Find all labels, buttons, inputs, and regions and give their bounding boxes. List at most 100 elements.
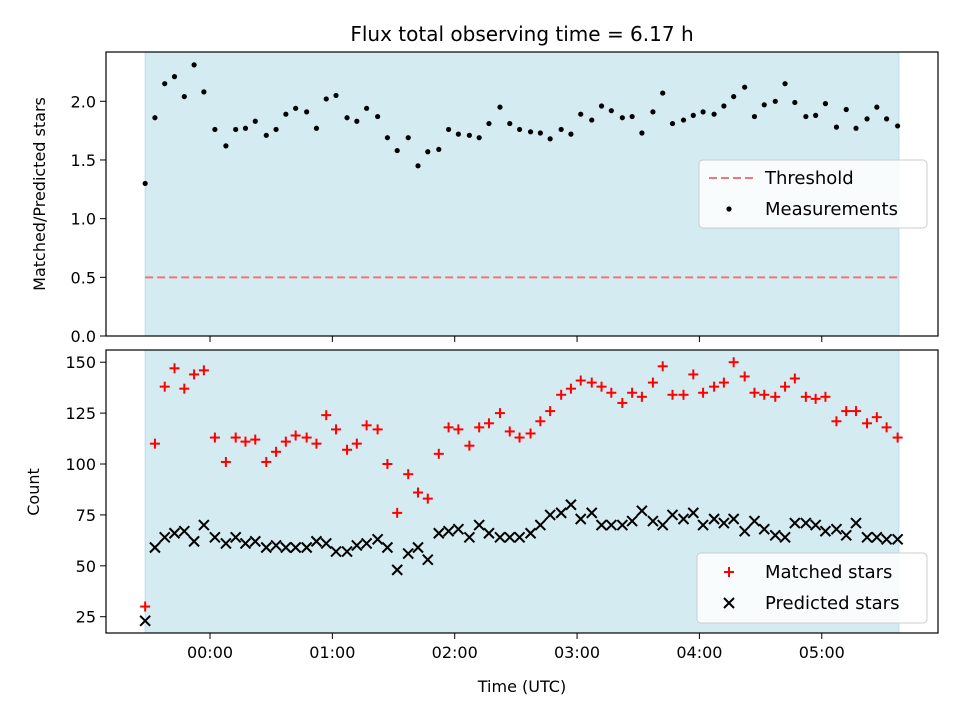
matched-star-point [392,507,403,518]
measurement-point [445,126,452,133]
matched-star-point [871,412,882,423]
top-y-tick-label: 0.0 [71,327,96,346]
matched-star-point [565,383,576,394]
bottom-legend: Matched stars Predicted stars [696,552,928,624]
matched-star-point [179,383,190,394]
predicted-star-point [209,531,221,544]
measurement-point [304,109,310,115]
matched-star-point [525,428,536,439]
x-tick-label: 03:00 [554,643,600,662]
predicted-star-point [351,539,363,552]
predicted-star-point [320,537,332,550]
matched-star-point [718,377,729,388]
predicted-star-point [575,513,587,525]
measurement-point [598,103,605,109]
measurement-point [486,120,492,127]
matched-star-point [443,422,454,433]
predicted-star-point [555,507,567,519]
top-panel: Matched/Predicted stars 0.0 0.5 1.0 1.5 2.0 [30,51,939,346]
matched-star-point [372,424,383,435]
matched-star-point [159,381,170,392]
matched-star-point [739,371,750,382]
x-tick-label: 05:00 [799,643,845,662]
measurement-point [792,99,798,106]
predicted-star-point [198,519,210,531]
matched-star-point [271,446,282,457]
matched-star-point [820,391,831,402]
measurement-point [455,131,461,137]
matched-star-point [453,424,464,435]
matched-star-point [433,448,444,459]
predicted-star-point [442,525,455,537]
bottom-y-tick-label: 125 [65,404,96,423]
predicted-star-point [289,541,302,554]
matched-star-point [321,410,332,421]
measurement-point [375,113,381,120]
matched-star-point [556,389,567,400]
predicted-star-point [463,531,476,544]
measurement-point [497,104,503,110]
matched-star-point [351,438,362,449]
matched-star-point [403,469,414,480]
predicted-star-point [433,527,445,539]
measurement-point [813,112,819,118]
predicted-star-point [666,509,679,521]
predicted-star-point [871,531,883,544]
matched-star-point [770,391,781,402]
x-tick-label: 02:00 [432,643,478,662]
matched-star-point [851,406,862,417]
measurement-point [181,93,187,100]
matched-star-point [759,389,770,400]
matched-star-point [862,418,873,429]
measurement-point [516,126,523,133]
predicted-star-point [249,535,261,548]
measurement-point [142,180,148,187]
top-legend-box [698,159,928,229]
measurement-point [405,135,411,141]
predicted-star-point [494,531,506,544]
measurement-point [233,126,239,133]
bottom-y-tick-label: 50 [76,557,96,576]
measurement-point [895,123,901,129]
matched-star-point [698,387,709,398]
predicted-star-point [677,513,690,525]
measurement-point [162,81,168,87]
matched-star-point [780,381,791,392]
predicted-star-point [504,531,516,544]
predicted-star-point [513,531,526,544]
predicted-star-point [616,519,629,531]
predicted-star-point [748,515,761,527]
matched-star-point [596,381,607,392]
matched-star-point [749,387,760,398]
measurement-point [608,108,614,114]
bottom-y-tick-label: 100 [65,455,96,474]
x-tick-label: 00:00 [187,643,233,662]
top-legend: Threshold Measurements [698,159,928,229]
predicted-star-point [422,553,434,566]
predicted-star-point [473,519,485,531]
matched-star-point [881,422,892,433]
measurement-point [843,106,849,113]
predicted-star-point [830,523,843,535]
measurement-point [212,126,218,133]
top-axes-frame [105,51,939,337]
predicted-star-point [586,507,598,519]
predicted-star-point [280,541,292,554]
predicted-star-point [656,519,669,531]
matched-star-point [514,432,525,443]
measurement-point [669,120,676,127]
predicted-star-point [738,525,751,537]
predicted-star-point [800,517,812,529]
x-axis-label: Time (UTC) [477,677,566,696]
predicted-star-point [819,525,832,537]
measurement-point [731,93,737,100]
predicted-star-point [718,517,730,529]
measurement-point [507,120,513,127]
bottom-axes-frame [105,349,939,634]
measurement-point [547,136,553,142]
top-y-tick-label: 2.0 [71,92,96,111]
matched-star-point [535,416,546,427]
predicted-star-point [239,537,252,550]
measurement-point [152,115,158,121]
